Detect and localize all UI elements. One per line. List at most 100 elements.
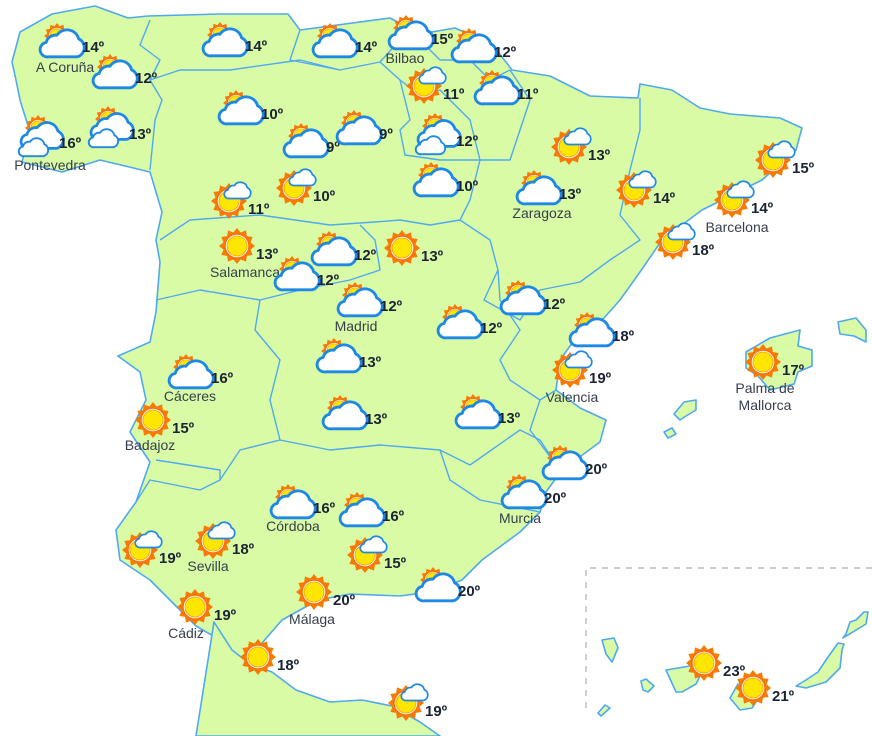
- city-label: Barcelona: [705, 219, 768, 235]
- weather-station[interactable]: 12º: [310, 231, 377, 267]
- weather-station[interactable]: 13º: [454, 394, 521, 430]
- weather-station[interactable]: 14º: [311, 23, 378, 59]
- temperature: 9º: [326, 139, 340, 156]
- cloud-icon: [336, 287, 384, 318]
- weather-station[interactable]: 18º: [655, 222, 715, 260]
- temperature: 9º: [379, 126, 393, 143]
- weather-station[interactable]: 16º Pontevedra: [14, 115, 86, 173]
- city-label: Cádiz: [168, 625, 204, 641]
- weather-station[interactable]: 10º: [217, 90, 284, 126]
- cloud-icon: [726, 180, 755, 199]
- city-label: Zaragoza: [512, 205, 571, 221]
- cloud-icon: [273, 261, 321, 292]
- sun-cloud-icon: [321, 395, 369, 431]
- cloud-icon: [628, 170, 657, 189]
- sun-icon: [177, 589, 213, 625]
- sun-small-cloud-icon: [714, 180, 755, 218]
- cloud-icon: [767, 140, 796, 159]
- temperature: 16º: [211, 370, 234, 387]
- weather-station[interactable]: 12º: [414, 113, 479, 156]
- weather-station[interactable]: 14º A Coruña: [36, 23, 105, 75]
- weather-station[interactable]: 10º: [412, 162, 479, 198]
- temperature: 20º: [458, 583, 481, 600]
- weather-station[interactable]: 10º: [276, 168, 336, 206]
- sun-cloud-icon: [473, 70, 521, 106]
- weather-station[interactable]: 18º: [240, 639, 300, 675]
- cloud-icon: [412, 167, 460, 198]
- weather-station[interactable]: 12º: [91, 54, 158, 90]
- weather-station[interactable]: 13º: [87, 106, 152, 149]
- weather-station[interactable]: 23º: [686, 645, 746, 681]
- la-gomera: [640, 678, 655, 693]
- weather-station[interactable]: 19º: [388, 683, 448, 721]
- sun-small-cloud-icon: [551, 127, 592, 165]
- temperature: 20º: [585, 461, 608, 478]
- weather-station[interactable]: 13º: [551, 127, 611, 165]
- cloud-icon: [38, 28, 86, 59]
- weather-station[interactable]: 15º: [755, 140, 815, 178]
- weather-station[interactable]: 9º: [282, 123, 340, 159]
- cloud-icon: [335, 115, 383, 146]
- temperature: 11º: [517, 86, 539, 103]
- weather-station[interactable]: 13º Zaragoza: [512, 170, 582, 221]
- weather-station[interactable]: 16º: [338, 492, 405, 528]
- north-africa-coast: [195, 621, 441, 736]
- weather-station[interactable]: 13º: [321, 395, 388, 431]
- cloud-icon: [207, 521, 236, 540]
- cloud-icon: [563, 127, 592, 146]
- sun-cloud-icon: [335, 110, 383, 146]
- sun-icon: [686, 645, 722, 681]
- weather-station[interactable]: 20º: [414, 567, 481, 603]
- weather-station[interactable]: 11º: [406, 66, 465, 104]
- sun-icon: [296, 574, 332, 610]
- sun-cloud-icon: [387, 15, 435, 51]
- weather-station[interactable]: 14º: [616, 170, 676, 208]
- temperature: 16º: [59, 135, 82, 152]
- sun-cloud-icon: [568, 312, 616, 348]
- weather-station[interactable]: 11º: [473, 70, 539, 106]
- cloud-icon: [167, 359, 215, 390]
- weather-station[interactable]: 19º: [122, 530, 182, 568]
- weather-station[interactable]: 12º: [450, 28, 517, 64]
- cloud-icon: [418, 66, 447, 85]
- cloud-icon: [667, 222, 696, 241]
- sun-cloud-icon: [338, 492, 386, 528]
- city-label: Sevilla: [187, 558, 228, 574]
- weather-station[interactable]: 12º: [499, 280, 566, 316]
- temperature: 14º: [653, 190, 676, 207]
- weather-station[interactable]: 13º: [384, 230, 444, 266]
- weather-station[interactable]: 12º: [436, 304, 503, 340]
- weather-station[interactable]: 14º Barcelona: [705, 180, 774, 235]
- weather-station[interactable]: 11º: [211, 181, 270, 219]
- sun-icon: [384, 230, 420, 266]
- sun-icon: [686, 645, 722, 681]
- weather-stations: 14º A Coruña 12º 14º 14º 15º Bilbao 12º 11º 11º 16…: [14, 15, 815, 721]
- weather-station[interactable]: 15º: [347, 535, 407, 573]
- weather-station[interactable]: 19º Cádiz: [168, 589, 237, 641]
- weather-station[interactable]: 19º Valencia: [546, 350, 612, 405]
- weather-station[interactable]: 15º Bilbao: [386, 15, 454, 66]
- weather-station[interactable]: 21º: [735, 670, 795, 706]
- cloud-icon: [288, 168, 317, 187]
- sun-cloud-icon: [310, 231, 358, 267]
- weather-station[interactable]: 13º: [315, 338, 382, 374]
- weather-station[interactable]: 20º: [541, 445, 608, 481]
- weather-station[interactable]: 12º: [273, 256, 340, 292]
- sun-icon: [219, 228, 255, 264]
- temperature: 12º: [135, 70, 158, 87]
- weather-station[interactable]: 9º: [335, 110, 393, 146]
- weather-station[interactable]: 20º Málaga: [289, 574, 356, 627]
- temperature: 15º: [431, 31, 454, 48]
- weather-station[interactable]: 14º: [201, 22, 268, 58]
- cloud-icon: [515, 175, 563, 206]
- weather-station[interactable]: 18º: [568, 312, 635, 348]
